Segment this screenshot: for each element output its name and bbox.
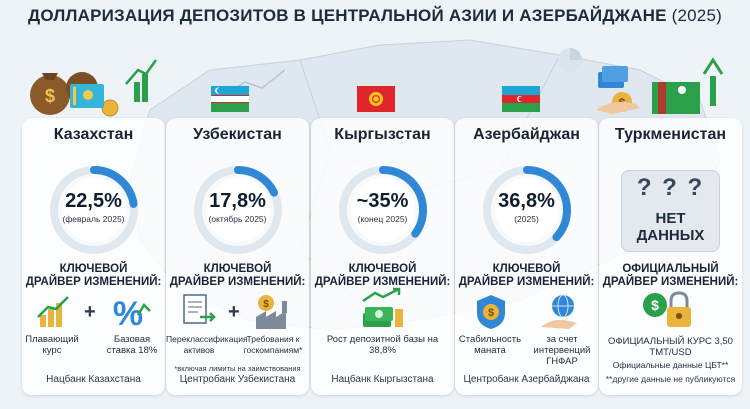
country-name: Казахстан	[53, 126, 134, 143]
bar-chart-growth-icon	[37, 296, 69, 327]
shield-dollar-icon: $	[477, 295, 505, 329]
footnote-source: **другие данные не публикуются	[605, 374, 736, 384]
page-title: ДОЛЛАРИЗАЦИЯ ДЕПОЗИТОВ В ЦЕНТРАЛЬНОЙ АЗИ…	[0, 6, 750, 26]
document-transfer-icon	[183, 294, 216, 324]
card-uzbekistan: Узбекистан 17,8% (октябрь 2025) КЛЮЧЕВОЙ…	[166, 118, 309, 395]
footnote: *включая лимиты на заимствования	[174, 364, 301, 373]
value-ring: 36,8% (2025)	[480, 163, 574, 257]
kyrgyzstan-flag-icon	[357, 86, 395, 112]
plus-sign: +	[84, 301, 96, 323]
card-turkmenistan: Туркменистан ? ? ? НЕТ ДАННЫХ ОФИЦИАЛЬНЫ…	[599, 118, 742, 395]
exchange-hand-icon: $	[596, 57, 724, 114]
driver-line-1: КЛЮЧЕВОЙ	[492, 263, 561, 275]
deposit-share-value: 17,8%	[209, 190, 266, 212]
svg-text:$: $	[45, 86, 55, 106]
driver-heading: ОФИЦИАЛЬНЫЙ ДРАЙВЕР ИЗМЕНЕНИЙ:	[599, 263, 742, 289]
factory-coin-icon: $	[256, 295, 287, 329]
official-data-label: Официальные данные ЦБТ**	[612, 360, 729, 370]
uzbekistan-flag-icon	[211, 86, 249, 112]
deposit-share-value: 22,5%	[65, 190, 122, 212]
percent-icon: %	[113, 295, 151, 331]
period-label: (2025)	[514, 214, 539, 224]
dollar-lock-icon: $	[643, 291, 691, 327]
factor-label: Рост депозитной базы на 38,8%	[326, 334, 439, 356]
driver-heading: КЛЮЧЕВОЙ ДРАЙВЕР ИЗМЕНЕНИЙ:	[166, 263, 309, 289]
card-kazakhstan: Казахстан 22,5% (февраль 2025) КЛЮЧЕВОЙ …	[22, 118, 165, 395]
country-name: Туркменистан	[614, 126, 727, 143]
value-ring: ~35% (конец 2025)	[336, 163, 430, 257]
svg-text:$: $	[263, 299, 269, 310]
period-label: (октябрь 2025)	[208, 214, 267, 224]
driver-line-1: ОФИЦИАЛЬНЫЙ	[622, 263, 719, 275]
title-main: ДОЛЛАРИЗАЦИЯ ДЕПОЗИТОВ В ЦЕНТРАЛЬНОЙ АЗИ…	[28, 6, 667, 25]
value-ring: 22,5% (февраль 2025)	[47, 163, 141, 257]
factor-label: Переклассификация активов	[166, 334, 248, 355]
question-marks-icon: ? ? ?	[636, 174, 705, 201]
factor-label: Плавающий курс	[25, 334, 79, 356]
svg-text:$: $	[651, 297, 659, 313]
svg-text:$: $	[488, 307, 494, 319]
source-label: Центробанк Азербайджана	[463, 374, 590, 385]
factor-label: Стабильность маната	[458, 334, 522, 356]
no-data-box: ? ? ? НЕТ ДАННЫХ	[621, 170, 720, 252]
no-data-label: НЕТ ДАННЫХ	[636, 210, 705, 244]
deposit-share-value: ~35%	[356, 190, 409, 212]
driver-line-2: ДРАЙВЕР ИЗМЕНЕНИЙ:	[602, 276, 739, 288]
source-label: Нацбанк Казахстана	[46, 374, 141, 385]
official-rate-label: ОФИЦИАЛЬНЫЙ КУРС 3,50 TMT/USD	[608, 336, 733, 358]
driver-line-2: ДРАЙВЕР ИЗМЕНЕНИЙ:	[314, 276, 451, 288]
period-label: (конец 2025)	[357, 214, 408, 224]
country-name: Азербайджан	[473, 126, 580, 143]
driver-heading: КЛЮЧЕВОЙ ДРАЙВЕР ИЗМЕНЕНИЙ:	[311, 263, 454, 289]
source-label: Нацбанк Кыргызстана	[331, 374, 434, 385]
driver-heading: КЛЮЧЕВОЙ ДРАЙВЕР ИЗМЕНЕНИЙ:	[22, 263, 165, 289]
period-label: (февраль 2025)	[62, 214, 125, 224]
card-kyrgyzstan: Кыргызстан ~35% (конец 2025) КЛЮЧЕВОЙ ДР…	[311, 118, 454, 395]
card-azerbaijan: Азербайджан 36,8% (2025) КЛЮЧЕВОЙ ДРАЙВЕ…	[455, 118, 598, 395]
title-year: (2025)	[671, 6, 722, 25]
hand-globe-icon	[541, 294, 577, 329]
driver-line-1: КЛЮЧЕВОЙ	[59, 263, 128, 275]
driver-line-2: ДРАЙВЕР ИЗМЕНЕНИЙ:	[169, 276, 306, 288]
deposit-share-value: 36,8%	[498, 190, 555, 212]
country-name: Кыргызстан	[334, 126, 431, 143]
factor-label: Требования к госкомпаниям*	[243, 334, 303, 355]
plus-sign: +	[228, 301, 240, 323]
driver-line-1: КЛЮЧЕВОЙ	[203, 263, 272, 275]
azerbaijan-flag-icon	[502, 86, 540, 112]
factor-label: Базовая ставка 18%	[106, 334, 158, 356]
driver-line-1: КЛЮЧЕВОЙ	[348, 263, 417, 275]
kazakhstan-flag-icon	[70, 84, 104, 108]
driver-line-2: ДРАЙВЕР ИЗМЕНЕНИЙ:	[458, 276, 595, 288]
source-label: Центробанк Узбекистана	[179, 374, 296, 385]
value-ring: 17,8% (октябрь 2025)	[191, 163, 285, 257]
driver-heading: КЛЮЧЕВОЙ ДРАЙВЕР ИЗМЕНЕНИЙ:	[455, 263, 598, 289]
money-stack-growth-icon	[362, 287, 403, 327]
country-name: Узбекистан	[193, 126, 282, 143]
factor-label: за счет интервенций ГНФАР	[533, 334, 591, 367]
driver-line-2: ДРАЙВЕР ИЗМЕНЕНИЙ:	[25, 276, 162, 288]
